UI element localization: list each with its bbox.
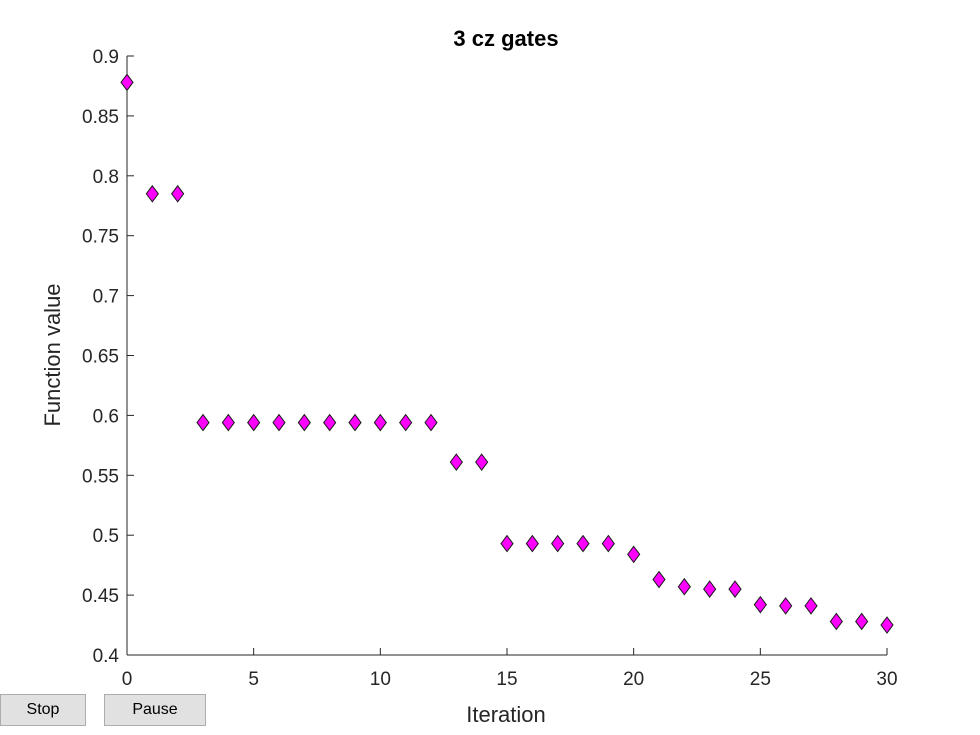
x-tick-label: 10 xyxy=(370,669,391,690)
data-point xyxy=(399,413,413,432)
data-point xyxy=(449,453,463,471)
y-tick-label: 0.8 xyxy=(93,167,119,188)
data-point xyxy=(500,534,514,553)
data-point xyxy=(804,597,818,615)
data-point xyxy=(120,73,134,92)
data-point xyxy=(601,534,615,553)
y-tick-label: 0.4 xyxy=(93,646,120,667)
y-tick-label: 0.65 xyxy=(82,347,119,368)
data-points xyxy=(120,73,894,634)
axes: 0.4 0.45 0.5 0.55 0.6 0.65 0.7 0.75 0.8 0.85 0.9 0 5… xyxy=(82,47,898,690)
data-point xyxy=(551,534,565,553)
data-point xyxy=(525,534,539,553)
data-point xyxy=(880,616,894,634)
data-point xyxy=(677,577,691,596)
y-tick-label: 0.7 xyxy=(93,287,119,308)
y-tick-label: 0.5 xyxy=(93,526,119,547)
y-tick-label: 0.85 xyxy=(82,107,119,128)
data-point xyxy=(728,580,742,598)
data-point xyxy=(272,413,286,432)
data-point xyxy=(348,413,362,432)
x-tick-label: 20 xyxy=(623,669,644,690)
data-point xyxy=(779,597,793,615)
data-point xyxy=(855,612,869,631)
data-point xyxy=(475,453,489,471)
data-point xyxy=(297,413,311,432)
y-tick-label: 0.9 xyxy=(93,47,119,68)
y-tick-label: 0.45 xyxy=(82,586,119,607)
x-tick-label: 0 xyxy=(122,669,133,690)
y-axis-label: Function value xyxy=(40,283,65,426)
y-tick-label: 0.6 xyxy=(93,406,119,427)
y-tick-label: 0.55 xyxy=(82,466,119,487)
data-point xyxy=(145,184,159,203)
x-tick-label: 15 xyxy=(496,669,517,690)
x-tick-label: 5 xyxy=(248,669,259,690)
data-point xyxy=(323,413,337,432)
x-axis-label: Iteration xyxy=(466,702,546,727)
data-point xyxy=(829,612,843,631)
data-point xyxy=(196,413,210,432)
x-tick-label: 30 xyxy=(876,669,897,690)
stop-button[interactable]: Stop xyxy=(0,694,86,726)
data-point xyxy=(373,413,387,432)
data-point xyxy=(171,184,185,203)
data-point xyxy=(576,534,590,553)
data-point xyxy=(221,413,235,432)
pause-button[interactable]: Pause xyxy=(104,694,206,726)
data-point xyxy=(703,580,717,598)
data-point xyxy=(247,413,261,432)
y-tick-label: 0.75 xyxy=(82,227,119,248)
data-point xyxy=(424,413,438,432)
data-point xyxy=(753,595,767,614)
x-tick-label: 25 xyxy=(750,669,771,690)
data-point xyxy=(627,545,641,564)
chart-title: 3 cz gates xyxy=(453,26,558,51)
data-point xyxy=(652,570,666,589)
